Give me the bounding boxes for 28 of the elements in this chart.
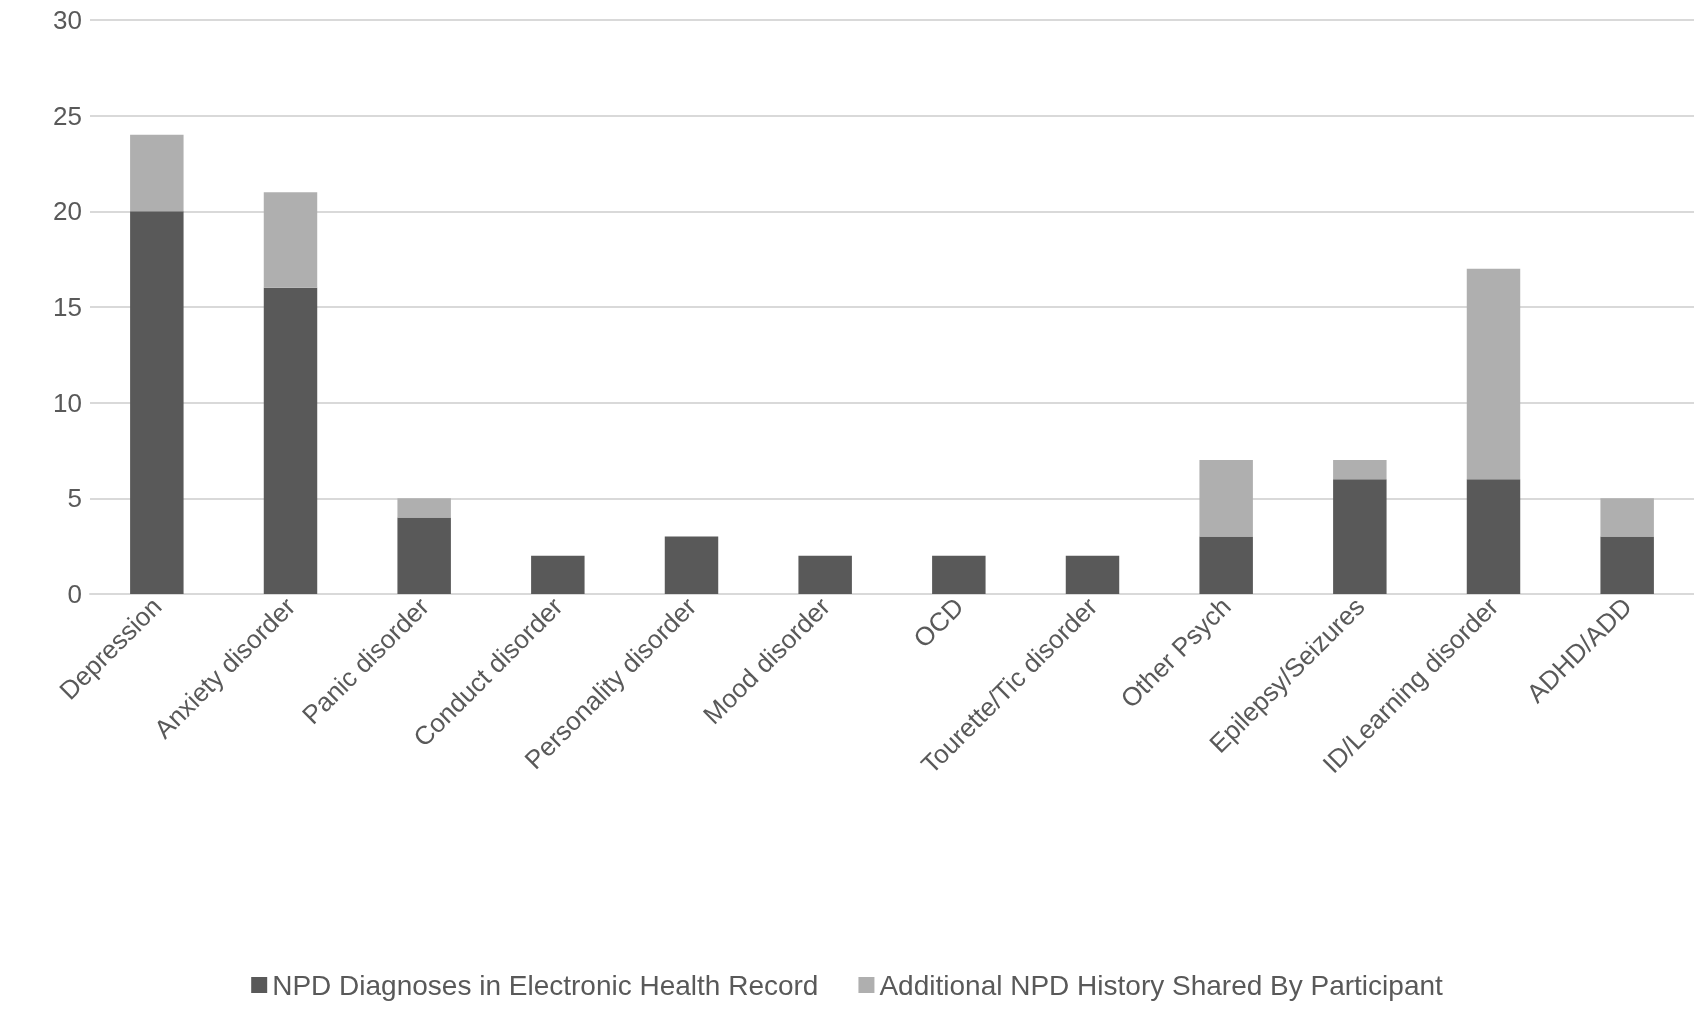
bar (1333, 460, 1387, 480)
legend-label: Additional NPD History Shared By Participant (879, 969, 1444, 1001)
bar (263, 287, 318, 594)
y-tick-label: 5 (67, 483, 82, 514)
bar (1333, 479, 1387, 594)
y-tick-label: 30 (53, 5, 82, 35)
bar (1600, 498, 1654, 537)
bar (397, 517, 451, 594)
y-tick-label: 15 (53, 292, 82, 322)
bar (1466, 268, 1521, 480)
bar (1065, 555, 1120, 594)
bar (263, 192, 318, 288)
bar (1199, 536, 1253, 594)
bar (1199, 460, 1253, 537)
bar (397, 498, 451, 518)
bar (798, 555, 852, 594)
y-tick-label: 0 (67, 579, 82, 609)
y-tick-label: 10 (53, 387, 82, 418)
bar (130, 211, 184, 594)
bar (1600, 536, 1654, 594)
y-tick-label: 20 (53, 196, 82, 227)
bar (130, 134, 184, 212)
y-tick-label: 25 (53, 100, 82, 131)
bar (1466, 479, 1521, 594)
legend-label: NPD Diagnoses in Electronic Health Record (272, 969, 819, 1001)
bar (932, 555, 986, 594)
bar (531, 555, 585, 594)
bar (664, 536, 719, 594)
